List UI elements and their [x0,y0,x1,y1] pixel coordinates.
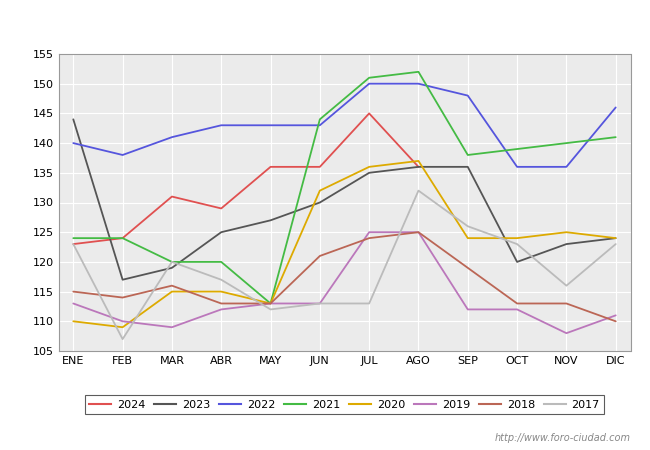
Legend: 2024, 2023, 2022, 2021, 2020, 2019, 2018, 2017: 2024, 2023, 2022, 2021, 2020, 2019, 2018… [84,395,604,414]
Text: Afiliados en Ponga a 31/8/2024: Afiliados en Ponga a 31/8/2024 [185,14,465,33]
Text: http://www.foro-ciudad.com: http://www.foro-ciudad.com [495,433,630,443]
